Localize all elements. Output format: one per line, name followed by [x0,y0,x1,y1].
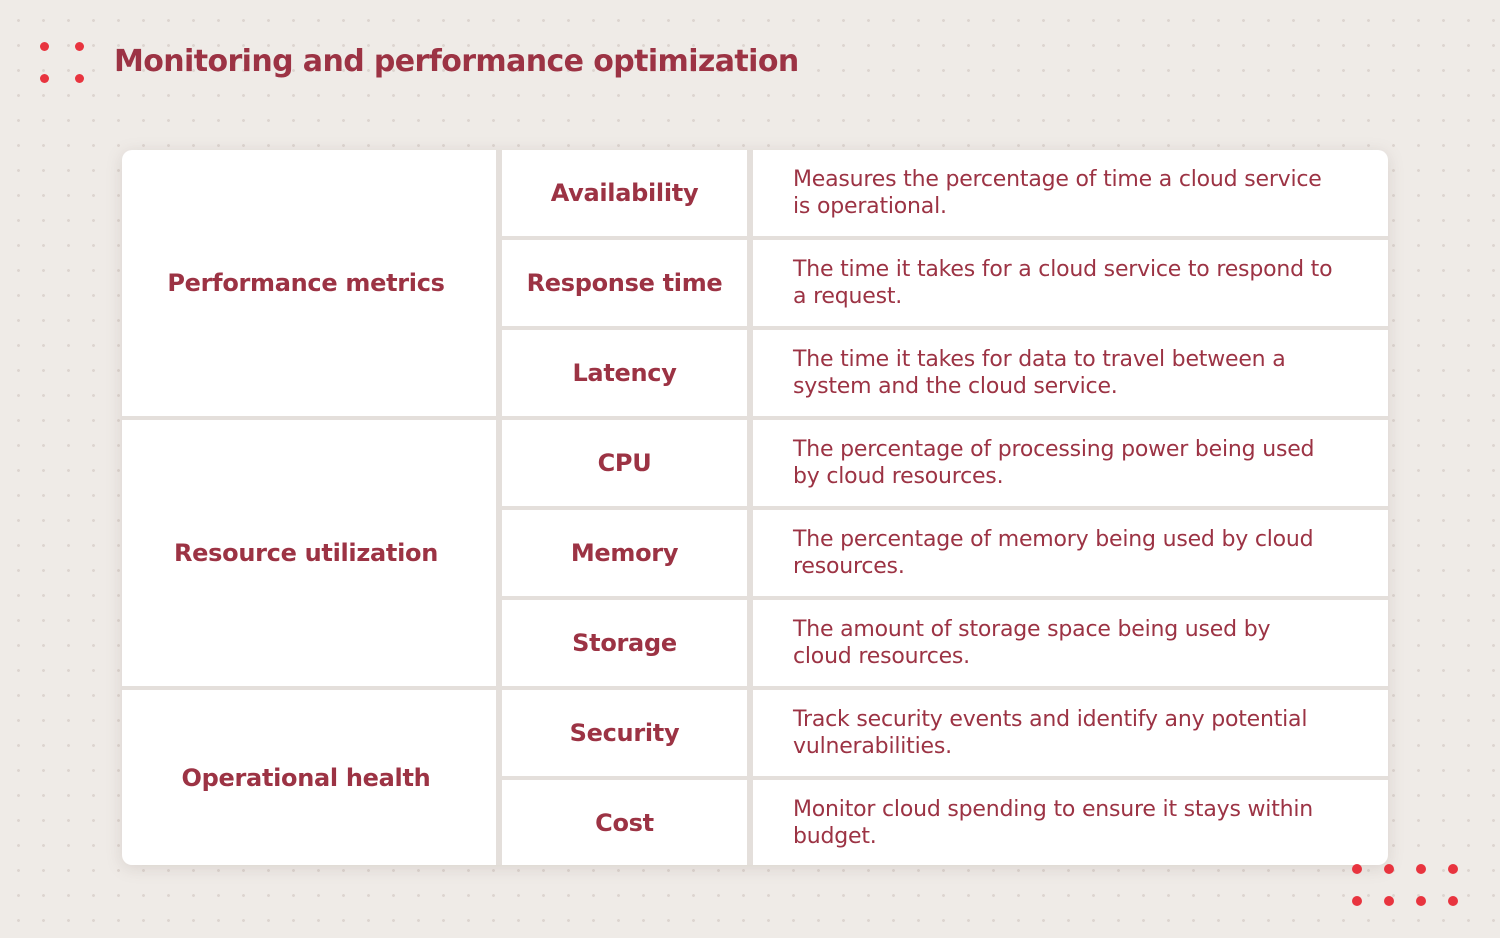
metric-label: Response time [526,269,723,297]
description-text: Measures the percentage of time a cloud … [793,167,1322,219]
description-text: The time it takes for data to travel bet… [793,347,1286,399]
metric-label: Security [569,719,680,747]
description-text: The time it takes for a cloud service to… [793,257,1333,309]
description-text: The amount of storage space being used b… [793,617,1271,669]
description-cell: The time it takes for a cloud service to… [753,240,1388,326]
metric-label: Availability [550,179,699,207]
metrics-table: Performance metrics Resource utilization… [122,150,1388,865]
description-cell: The percentage of memory being used by c… [753,510,1388,596]
category-label: Operational health [181,763,431,792]
description-cell: Monitor cloud spending to ensure it stay… [753,780,1388,865]
metric-label: Memory [570,539,679,567]
metric-cell: Response time [502,240,747,326]
description-cell: Track security events and identify any p… [753,690,1388,776]
metric-cell: Security [502,690,747,776]
page-title: Monitoring and performance optimization [114,44,799,79]
description-text: The percentage of memory being used by c… [793,527,1314,579]
description-cell: The time it takes for data to travel bet… [753,330,1388,416]
metric-cell: Memory [502,510,747,596]
category-cell-performance: Performance metrics [122,150,496,416]
metric-cell: Storage [502,600,747,686]
category-label: Performance metrics [167,269,445,297]
metric-cell: Cost [502,780,747,865]
metric-cell: Availability [502,150,747,236]
four-dots-icon [40,40,88,84]
dot-grid-icon [1350,862,1462,908]
description-text: The percentage of processing power being… [793,437,1315,489]
metric-label: Cost [595,808,654,837]
category-cell-operational: Operational health [122,690,496,865]
description-text: Track security events and identify any p… [793,707,1308,759]
description-cell: Measures the percentage of time a cloud … [753,150,1388,236]
category-label: Resource utilization [174,539,438,567]
category-cell-resource: Resource utilization [122,420,496,686]
metric-label: Latency [572,359,677,387]
description-text: Monitor cloud spending to ensure it stay… [793,796,1314,849]
metric-cell: Latency [502,330,747,416]
metric-label: CPU [597,449,652,477]
metric-cell: CPU [502,420,747,506]
description-cell: The amount of storage space being used b… [753,600,1388,686]
metric-label: Storage [572,629,677,657]
description-cell: The percentage of processing power being… [753,420,1388,506]
